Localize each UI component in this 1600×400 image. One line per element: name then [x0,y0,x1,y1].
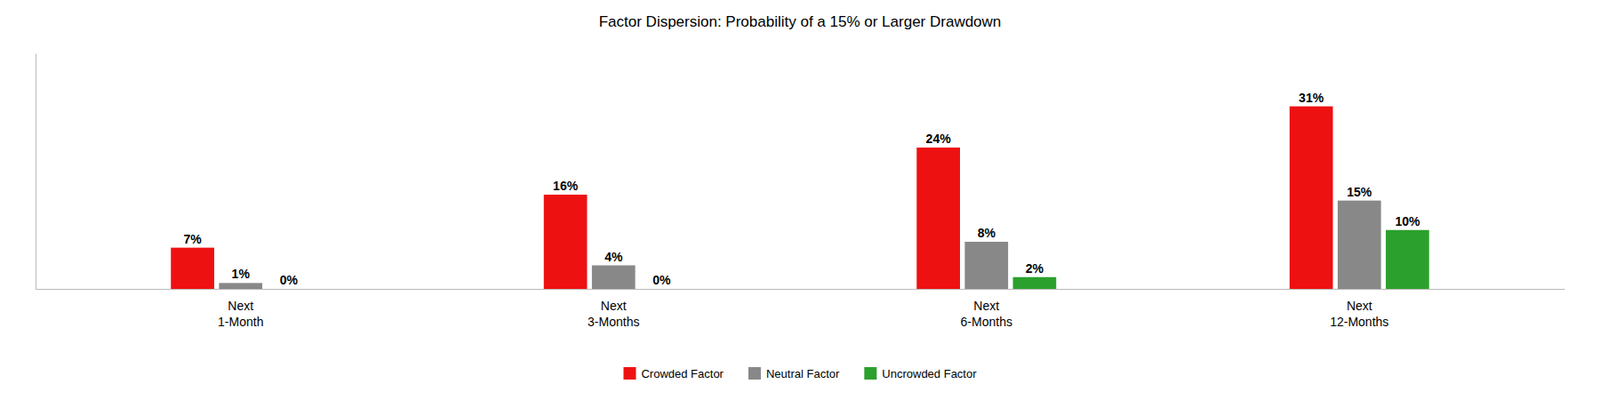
bar [916,147,960,289]
bar [1289,106,1334,289]
bar [218,282,263,289]
x-tick-label-line: 6-Months [960,314,1013,329]
x-tick-label-line: 3-Months [587,314,640,329]
x-tick-label-line: 1-Month [217,314,264,329]
x-tick: Next1-Month [217,298,264,329]
bar [170,248,215,289]
y-axis-line [35,54,37,290]
legend-item: Uncrowded Factor [864,367,977,381]
x-axis-line [36,288,1566,290]
x-tick-label-line: 12-Months [1329,314,1389,329]
legend-swatch [623,367,636,380]
data-label: 24% [926,131,952,146]
data-label: 16% [552,178,579,193]
data-label: 15% [1346,184,1373,200]
legend-swatch [748,367,761,380]
title: Factor Dispersion: Probability of a 15% … [599,13,1002,31]
x-tick-label: Next1-Month [217,298,264,329]
chart: Factor Dispersion: Probability of a 15% … [0,0,1600,400]
data-labels: 7% 16% 24% 31% 1% 4% 8% 15% 0% 0% 2% 10% [183,90,1420,288]
legend-label: Crowded Factor [640,367,724,381]
plot: 7%16%24%31%1%4%8%15%0%0%2%10%Next1-Month… [36,54,1566,330]
bar [1337,200,1382,289]
y-axis [35,54,37,290]
x-tick-label-line: Next [1346,298,1373,313]
x-tick-label: Next6-Months [960,298,1013,329]
data-label: 0% [280,272,299,288]
legend-item: Neutral Factor [748,367,840,381]
bar [267,288,312,290]
data-label: 2% [1025,261,1045,276]
data-label: 4% [604,249,624,264]
data-label: 31% [1298,90,1325,105]
legend-label: Uncrowded Factor [881,367,977,381]
x-tick-label: Next12-Months [1329,298,1389,329]
data-label: 0% [652,272,672,288]
x-tick-label-line: Next [973,298,1000,313]
data-label: 8% [977,225,997,240]
x-tick: Next3-Months [587,298,640,329]
bar [1013,277,1057,289]
data-label: 7% [183,232,202,247]
bar [1385,230,1430,289]
data-label: 1% [232,266,251,281]
legend: Crowded Factor Neutral Factor Uncrowded Fa… [623,367,977,381]
legend-swatch [864,367,877,380]
data-label: 10% [1394,214,1421,229]
bar [544,194,588,289]
legend-item: Crowded Factor [623,367,724,381]
bar [640,288,684,290]
bars [170,106,1430,289]
x-axis: Next1-MonthNext3-MonthsNext6-MonthsNext1… [36,289,1566,330]
x-tick-label: Next3-Months [587,298,640,329]
x-tick-label-line: Next [227,298,254,313]
bar [964,241,1008,289]
x-tick: Next6-Months [960,298,1013,329]
x-tick-label-line: Next [600,298,627,313]
x-tick: Next12-Months [1329,298,1389,329]
legend-label: Neutral Factor [766,367,840,381]
bar [592,265,636,290]
